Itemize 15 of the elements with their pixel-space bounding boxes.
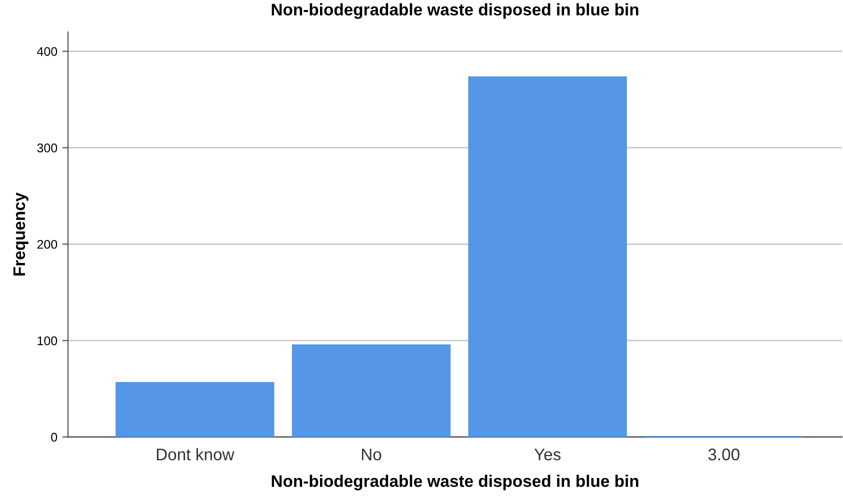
x-tick-label: No bbox=[362, 448, 382, 460]
x-tick-label: Dont know bbox=[156, 448, 234, 460]
x-tick-label: Yes bbox=[534, 448, 561, 460]
x-tick-label: 3.00 bbox=[708, 448, 740, 460]
bar bbox=[292, 344, 451, 437]
bar bbox=[468, 76, 627, 437]
bar bbox=[116, 382, 274, 437]
y-tick-label: 400 bbox=[37, 47, 58, 56]
y-tick-label: 200 bbox=[37, 240, 58, 249]
y-axis-title: Frequency bbox=[13, 192, 28, 276]
y-tick-label: 300 bbox=[37, 144, 58, 152]
chart-title: Non-biodegradable waste disposed in blue bin bbox=[272, 3, 638, 19]
y-tick-label: 100 bbox=[38, 336, 58, 346]
x-axis-title: Non-biodegradable waste disposed in blue bin bbox=[272, 474, 638, 490]
y-tick-label: 0 bbox=[51, 432, 58, 442]
